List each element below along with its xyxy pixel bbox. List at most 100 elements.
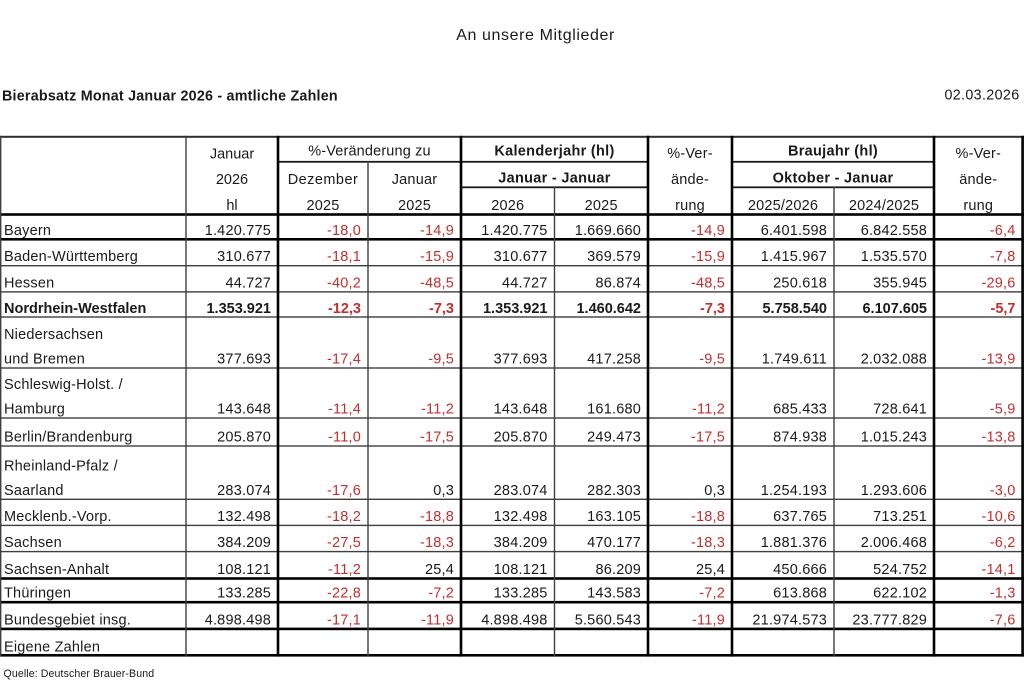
svg-text:163.105: 163.105 xyxy=(587,509,641,525)
svg-text:Saarland: Saarland xyxy=(4,483,64,499)
svg-text:132.498: 132.498 xyxy=(217,509,271,525)
svg-text:Baden-Württemberg: Baden-Württemberg xyxy=(4,249,138,265)
svg-text:1.749.611: 1.749.611 xyxy=(762,352,827,368)
svg-text:-7,3: -7,3 xyxy=(700,301,725,317)
svg-text:2024/2025: 2024/2025 xyxy=(849,198,919,214)
svg-text:-15,9: -15,9 xyxy=(691,249,725,265)
svg-text:Berlin/Brandenburg: Berlin/Brandenburg xyxy=(4,430,133,446)
svg-text:2025/2026: 2025/2026 xyxy=(748,198,818,214)
svg-text:-18,1: -18,1 xyxy=(327,249,361,265)
svg-text:384.209: 384.209 xyxy=(217,535,271,551)
svg-text:-5,7: -5,7 xyxy=(991,301,1016,317)
svg-text:-11,4: -11,4 xyxy=(328,402,361,418)
svg-text:1.669.660: 1.669.660 xyxy=(575,223,641,239)
svg-text:86.874: 86.874 xyxy=(595,276,641,292)
svg-text:Sachsen-Anhalt: Sachsen-Anhalt xyxy=(4,562,109,578)
svg-text:2025: 2025 xyxy=(306,198,339,214)
svg-text:1.353.921: 1.353.921 xyxy=(206,301,271,317)
svg-text:%-Veränderung zu: %-Veränderung zu xyxy=(308,144,431,160)
svg-text:205.870: 205.870 xyxy=(217,430,271,446)
svg-text:-18,2: -18,2 xyxy=(327,509,361,525)
svg-text:2026: 2026 xyxy=(491,198,524,214)
svg-text:1.353.921: 1.353.921 xyxy=(483,301,548,317)
svg-text:-6,2: -6,2 xyxy=(990,535,1016,551)
svg-text:-13,8: -13,8 xyxy=(981,430,1015,446)
svg-text:161.680: 161.680 xyxy=(587,402,641,418)
svg-text:-7,2: -7,2 xyxy=(428,586,454,602)
svg-text:310.677: 310.677 xyxy=(494,249,548,265)
svg-text:-17,4: -17,4 xyxy=(327,352,361,368)
svg-text:Kalenderjahr (hl): Kalenderjahr (hl) xyxy=(494,144,614,160)
svg-text:-11,0: -11,0 xyxy=(328,430,361,446)
svg-text:2.006.468: 2.006.468 xyxy=(861,535,927,551)
svg-text:-6,4: -6,4 xyxy=(990,223,1016,239)
svg-text:21.974.573: 21.974.573 xyxy=(752,612,827,628)
svg-text:-14,9: -14,9 xyxy=(420,223,454,239)
svg-text:-9,5: -9,5 xyxy=(428,352,454,368)
svg-text:-29,6: -29,6 xyxy=(981,276,1015,292)
svg-text:369.579: 369.579 xyxy=(587,249,641,265)
svg-text:-18,3: -18,3 xyxy=(420,535,454,551)
svg-text:-17,5: -17,5 xyxy=(420,430,454,446)
svg-text:450.666: 450.666 xyxy=(773,562,827,578)
svg-text:-18,3: -18,3 xyxy=(691,535,725,551)
svg-text:5.560.543: 5.560.543 xyxy=(575,612,641,628)
svg-text:132.498: 132.498 xyxy=(494,509,548,525)
svg-text:Hessen: Hessen xyxy=(4,276,54,292)
svg-text:249.473: 249.473 xyxy=(587,430,641,446)
svg-text:613.868: 613.868 xyxy=(773,586,827,602)
svg-text:An unsere Mitglieder: An unsere Mitglieder xyxy=(456,27,615,44)
svg-text:-11,9: -11,9 xyxy=(421,612,454,628)
svg-text:108.121: 108.121 xyxy=(217,562,271,578)
svg-text:250.618: 250.618 xyxy=(773,276,827,292)
svg-text:2025: 2025 xyxy=(398,198,431,214)
svg-text:1.460.642: 1.460.642 xyxy=(576,301,641,317)
svg-text:-40,2: -40,2 xyxy=(327,276,361,292)
svg-text:Nordrhein-Westfalen: Nordrhein-Westfalen xyxy=(4,301,146,317)
svg-text:Quelle: Deutscher Brauer-Bund: Quelle: Deutscher Brauer-Bund xyxy=(4,668,155,680)
svg-text:-48,5: -48,5 xyxy=(691,276,725,292)
svg-text:Hamburg: Hamburg xyxy=(4,402,65,418)
svg-text:-18,0: -18,0 xyxy=(327,223,361,239)
svg-text:143.648: 143.648 xyxy=(494,402,548,418)
svg-text:143.583: 143.583 xyxy=(587,586,641,602)
svg-text:282.303: 282.303 xyxy=(587,483,641,499)
svg-text:Niedersachsen: Niedersachsen xyxy=(4,327,103,343)
svg-text:5.758.540: 5.758.540 xyxy=(762,301,827,317)
svg-text:44.727: 44.727 xyxy=(502,276,548,292)
svg-text:417.258: 417.258 xyxy=(587,352,641,368)
svg-text:Oktober - Januar: Oktober - Januar xyxy=(773,171,894,187)
svg-text:und Bremen: und Bremen xyxy=(4,352,85,368)
svg-text:-3,0: -3,0 xyxy=(990,483,1016,499)
svg-text:Januar: Januar xyxy=(210,147,255,163)
svg-text:713.251: 713.251 xyxy=(873,509,927,525)
svg-text:-11,2: -11,2 xyxy=(692,402,725,418)
svg-text:Bundesgebiet insg.: Bundesgebiet insg. xyxy=(4,612,131,628)
svg-text:1.293.606: 1.293.606 xyxy=(861,483,927,499)
svg-text:637.765: 637.765 xyxy=(773,509,827,525)
svg-text:-15,9: -15,9 xyxy=(420,249,454,265)
svg-text:-10,6: -10,6 xyxy=(981,509,1015,525)
svg-text:02.03.2026: 02.03.2026 xyxy=(944,88,1019,104)
svg-text:-48,5: -48,5 xyxy=(420,276,454,292)
svg-text:622.102: 622.102 xyxy=(873,586,927,602)
svg-text:%-Ver-: %-Ver- xyxy=(667,146,713,162)
svg-text:Eigene Zahlen: Eigene Zahlen xyxy=(4,640,100,656)
svg-text:1.420.775: 1.420.775 xyxy=(205,223,271,239)
svg-text:4.898.498: 4.898.498 xyxy=(481,612,547,628)
svg-text:-11,9: -11,9 xyxy=(692,612,725,628)
svg-text:133.285: 133.285 xyxy=(494,586,548,602)
svg-text:-13,9: -13,9 xyxy=(981,352,1015,368)
svg-text:108.121: 108.121 xyxy=(494,562,548,578)
svg-text:1.015.243: 1.015.243 xyxy=(861,430,927,446)
svg-text:133.285: 133.285 xyxy=(217,586,271,602)
svg-text:Bierabsatz Monat Januar 2026 -: Bierabsatz Monat Januar 2026 - amtliche … xyxy=(2,88,338,104)
svg-text:-18,8: -18,8 xyxy=(691,509,725,525)
svg-text:-27,5: -27,5 xyxy=(327,535,361,551)
svg-text:Mecklenb.-Vorp.: Mecklenb.-Vorp. xyxy=(4,509,112,525)
svg-text:283.074: 283.074 xyxy=(494,483,548,499)
svg-text:-12,3: -12,3 xyxy=(328,301,361,317)
svg-text:377.693: 377.693 xyxy=(217,352,271,368)
svg-text:-17,1: -17,1 xyxy=(327,612,361,628)
svg-text:4.898.498: 4.898.498 xyxy=(205,612,271,628)
